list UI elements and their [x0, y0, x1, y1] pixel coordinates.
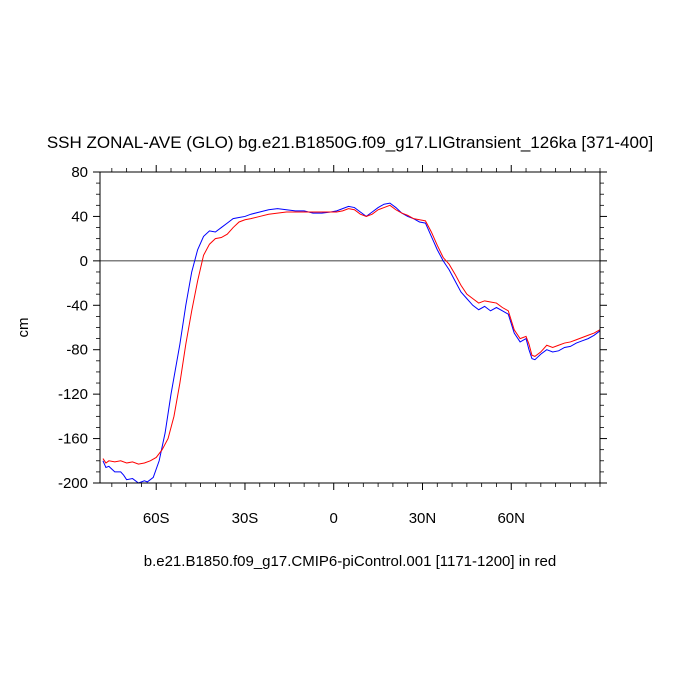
y-tick-label: -160	[58, 431, 88, 448]
series-line-1	[102, 202, 601, 484]
series-line-2	[102, 204, 601, 465]
y-tick-label: 0	[80, 253, 88, 270]
y-tick-label: 80	[71, 164, 88, 181]
x-tick-label: 30N	[409, 510, 437, 527]
x-tick-label: 30S	[232, 510, 259, 527]
y-axis: -200 -160 -120 -80 -40 0 40 80	[58, 164, 607, 492]
x-tick-label: 60S	[143, 510, 170, 527]
y-tick-label: -40	[66, 297, 88, 314]
y-tick-label: -80	[66, 342, 88, 359]
x-axis-label: b.e21.B1850.f09_g17.CMIP6-piControl.001 …	[144, 553, 557, 570]
chart-title: SSH ZONAL-AVE (GLO) bg.e21.B1850G.f09_g1…	[47, 133, 653, 152]
series-layer	[102, 202, 601, 484]
y-tick-label: 40	[71, 208, 88, 225]
plot-frame	[99, 171, 601, 484]
y-tick-label: -120	[58, 386, 88, 403]
x-axis: 60S 30S 0 30N 60N	[111, 165, 601, 527]
x-tick-label: 0	[330, 510, 338, 527]
y-tick-label: -200	[58, 475, 88, 492]
y-axis-label: cm	[15, 318, 32, 338]
x-tick-label: 60N	[497, 510, 525, 527]
